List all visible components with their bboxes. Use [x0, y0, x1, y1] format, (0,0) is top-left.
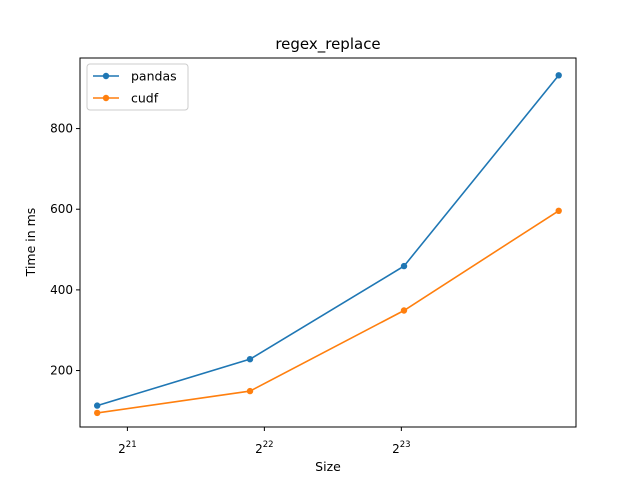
legend-label-cudf: cudf [131, 91, 159, 106]
series-layer [94, 72, 562, 417]
series-line-cudf [97, 210, 560, 414]
data-point-pandas-3 [555, 72, 562, 79]
chart-title: regex_replace [275, 35, 380, 54]
plot-frame [79, 57, 577, 428]
legend-label-pandas: pandas [131, 69, 177, 84]
y-tick-label-3: 800 [50, 122, 73, 136]
data-point-cudf-0 [94, 409, 101, 417]
y-tick-label-1: 400 [50, 283, 73, 297]
data-point-pandas-2 [400, 262, 408, 270]
data-point-pandas-1 [246, 356, 254, 363]
legend: pandas cudf [86, 63, 189, 111]
y-tick-label-0: 200 [50, 364, 73, 378]
axes-layer [79, 57, 577, 428]
x-tick-label-1: 222 [255, 440, 273, 456]
series-line-pandas [96, 74, 560, 407]
x-axis-ticks: 221 222 223 [118, 427, 411, 456]
x-tick-label-2: 223 [392, 440, 410, 456]
y-axis-title: Time in ms [23, 208, 38, 278]
y-tick-label-2: 600 [50, 202, 73, 216]
y-axis-ticks: 200 400 600 800 [50, 122, 80, 378]
x-axis-title: Size [315, 459, 341, 474]
x-tick-label-0: 221 [118, 440, 136, 456]
legend-marker-pandas [102, 72, 110, 80]
data-point-cudf-3 [555, 207, 562, 214]
data-point-cudf-2 [400, 307, 408, 314]
legend-marker-cudf [102, 94, 110, 102]
data-point-pandas-0 [94, 402, 101, 409]
data-point-cudf-1 [246, 387, 254, 395]
